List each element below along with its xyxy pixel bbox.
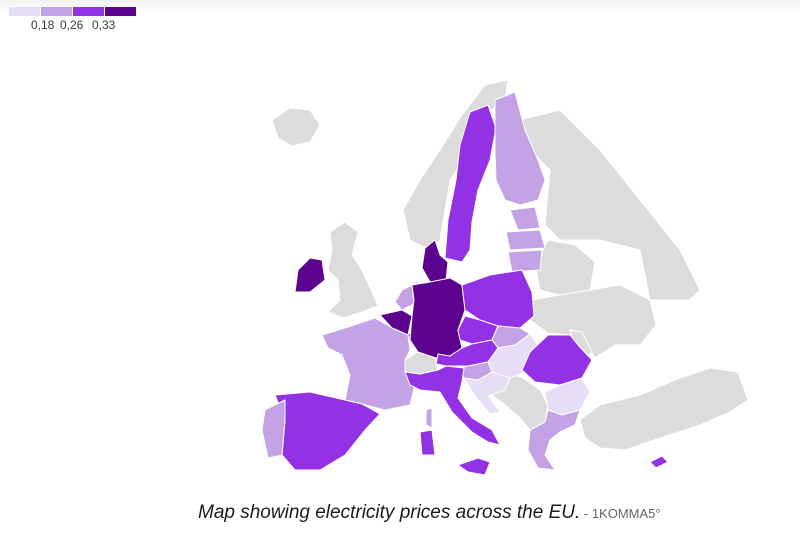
caption-text: Map showing electricity prices across th… (198, 502, 581, 523)
region-italy[interactable] (404, 365, 501, 446)
legend-tick-low: 0,18 (31, 18, 55, 32)
region-netherlands[interactable] (394, 284, 415, 311)
region-france[interactable] (321, 317, 416, 411)
legend-swatch-3 (73, 7, 104, 16)
region-estonia[interactable] (509, 206, 541, 231)
region-ireland[interactable] (294, 257, 326, 293)
region-latvia[interactable] (505, 229, 546, 251)
region-iceland[interactable] (271, 107, 321, 147)
caption-source: - 1KOMMA5° (580, 506, 661, 521)
region-corsica[interactable] (425, 407, 433, 429)
region-greece[interactable] (527, 409, 581, 471)
region-sardinia[interactable] (419, 429, 436, 456)
region-ukraine[interactable] (529, 284, 657, 359)
region-turkey[interactable] (579, 367, 749, 451)
region-finland[interactable] (494, 91, 546, 206)
map-legend: 0,18 0,26 0,33 (9, 7, 149, 32)
map-caption: Map showing electricity prices across th… (198, 502, 661, 524)
region-croatia[interactable] (463, 371, 511, 415)
europe-map (261, 79, 749, 476)
region-germany[interactable] (409, 277, 466, 359)
region-belarus[interactable] (534, 239, 596, 296)
legend-ticks: 0,18 0,26 0,33 (9, 16, 149, 32)
top-shade (0, 0, 800, 12)
region-cyprus[interactable] (649, 455, 669, 469)
region-sicily[interactable] (457, 457, 491, 476)
region-lithuania[interactable] (507, 249, 543, 273)
region-romania[interactable] (521, 334, 593, 386)
region-belgium[interactable] (379, 309, 413, 336)
region-poland[interactable] (461, 269, 535, 329)
legend-swatch-2 (41, 7, 72, 16)
legend-color-scale (9, 7, 149, 16)
region-united-kingdom[interactable] (327, 221, 379, 319)
legend-swatch-4 (105, 7, 136, 16)
legend-tick-high: 0,33 (92, 18, 116, 32)
legend-tick-mid: 0,26 (60, 18, 84, 32)
legend-swatch-1 (9, 7, 40, 16)
region-portugal[interactable] (261, 399, 286, 459)
region-sweden[interactable] (444, 104, 497, 263)
